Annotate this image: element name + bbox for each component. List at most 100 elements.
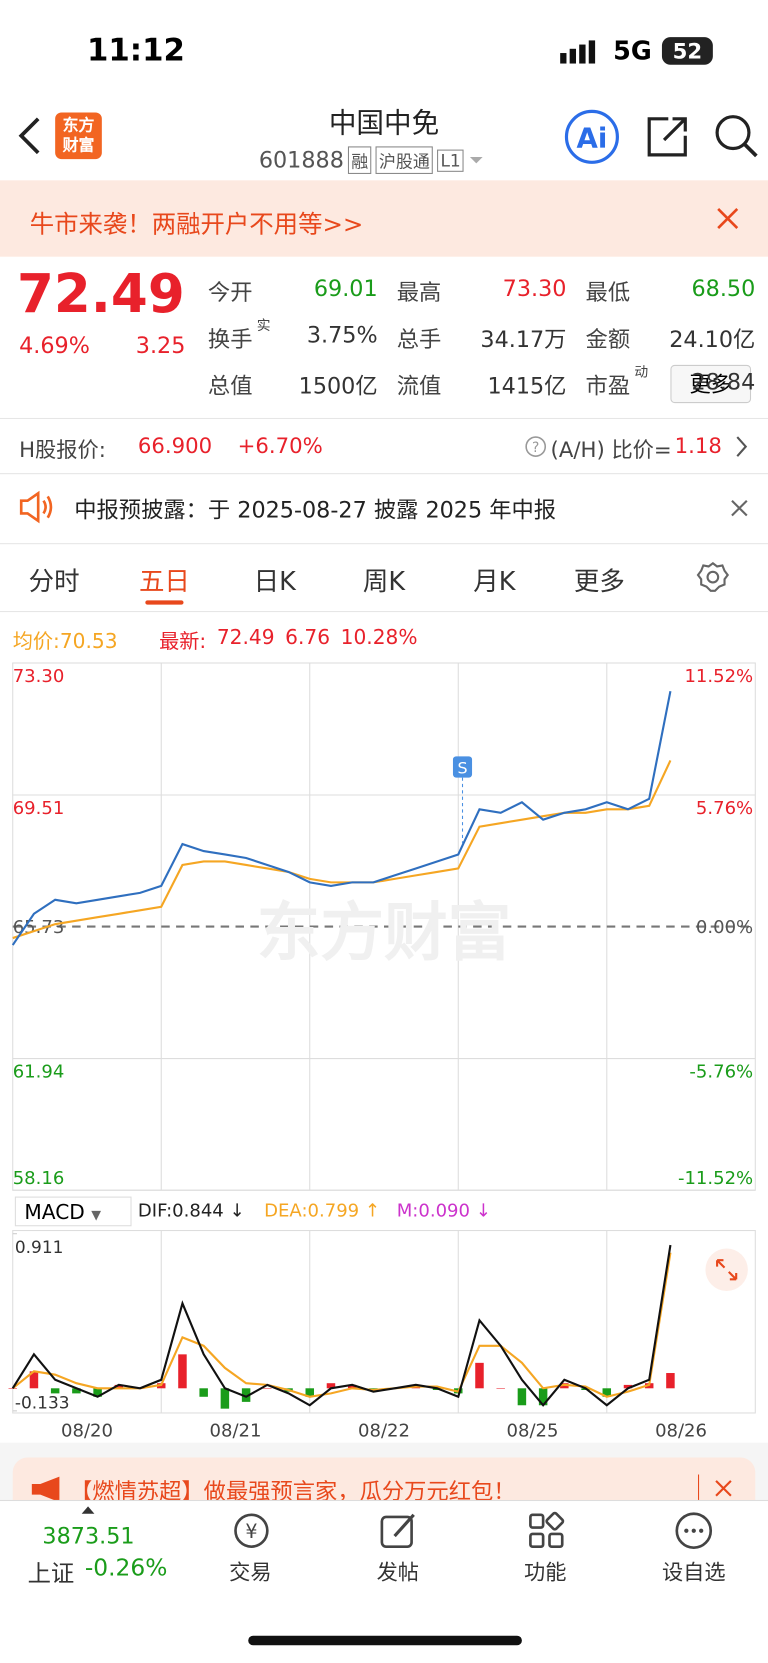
dropdown-icon[interactable] bbox=[468, 155, 485, 166]
macd-bar bbox=[50, 1388, 60, 1394]
y-tick-label: 65.73 bbox=[13, 917, 65, 938]
index-pct: -0.26% bbox=[84, 1555, 168, 1582]
macd-bar bbox=[241, 1388, 251, 1402]
indicator-select[interactable]: MACD ▼ bbox=[14, 1196, 132, 1227]
field-sup: 动 bbox=[634, 364, 649, 381]
field-value: 34.17万 bbox=[480, 326, 567, 353]
nav-label[interactable]: 发帖 bbox=[376, 1559, 420, 1585]
dea-label: DEA:0.799 ↑ bbox=[264, 1200, 380, 1223]
expand-button[interactable] bbox=[704, 1248, 749, 1293]
divider bbox=[698, 1474, 700, 1503]
latest: 72.49 bbox=[216, 625, 275, 650]
macd-bar bbox=[72, 1388, 81, 1394]
ah-label: (A/H) 比价= bbox=[550, 437, 672, 463]
time: 11:12 bbox=[86, 31, 185, 68]
help-icon[interactable]: ? bbox=[524, 435, 547, 458]
macd-bar bbox=[347, 1384, 357, 1389]
y-right-label: 0.00% bbox=[696, 917, 753, 938]
nav-label[interactable]: 设自选 bbox=[661, 1559, 726, 1585]
macd-bar bbox=[114, 1384, 124, 1389]
avg-label: 均价: bbox=[12, 630, 60, 654]
close-button[interactable] bbox=[730, 499, 749, 518]
macd-bar bbox=[93, 1388, 102, 1397]
macd-bar bbox=[496, 1388, 505, 1389]
macd-bar bbox=[475, 1362, 484, 1389]
tab[interactable]: 月K bbox=[473, 566, 516, 597]
pct: 4.69% bbox=[19, 333, 90, 359]
banner[interactable] bbox=[0, 180, 768, 257]
up-icon bbox=[81, 1506, 95, 1514]
tab[interactable]: 周K bbox=[362, 566, 406, 597]
tab-underline bbox=[145, 600, 184, 605]
y-right-label: -11.52% bbox=[678, 1168, 753, 1189]
macd-line bbox=[12, 1252, 672, 1398]
field-label: 金额 bbox=[585, 326, 631, 353]
x-tick-label: 08/26 bbox=[655, 1420, 707, 1441]
nav-label[interactable]: 功能 bbox=[524, 1559, 567, 1585]
price: 72.49 bbox=[16, 263, 185, 325]
macd-bar bbox=[8, 1388, 17, 1389]
more-button[interactable]: 更多 bbox=[670, 364, 752, 404]
tab[interactable]: 日K bbox=[253, 566, 296, 597]
settings-icon[interactable] bbox=[696, 560, 730, 594]
macd-bar bbox=[29, 1371, 39, 1389]
divider bbox=[0, 473, 768, 475]
macd-bar bbox=[666, 1373, 675, 1389]
notice[interactable]: 中报预披露：于 2025-08-27 披露 2025 年中报 bbox=[74, 497, 557, 523]
banner-text[interactable]: 牛市来袭！两融开户不用等>> bbox=[29, 211, 364, 239]
field-label: 最低 bbox=[585, 280, 631, 306]
tag: 沪股通 bbox=[375, 146, 434, 174]
close-button[interactable] bbox=[716, 207, 739, 230]
tag: L1 bbox=[437, 149, 464, 172]
macd-bar bbox=[305, 1388, 314, 1397]
series-line bbox=[11, 691, 672, 946]
ah-ratio: 1.18 bbox=[674, 432, 722, 459]
close-button[interactable] bbox=[714, 1479, 733, 1498]
y-tick-label: 61.94 bbox=[13, 1062, 65, 1083]
index-value: 3873.51 bbox=[42, 1523, 135, 1549]
marker-box bbox=[452, 756, 473, 778]
post-icon[interactable] bbox=[378, 1511, 420, 1551]
share-button[interactable] bbox=[645, 112, 692, 159]
field-label: 最高 bbox=[396, 280, 442, 306]
h-label: H股报价: bbox=[19, 437, 106, 463]
tab[interactable]: 更多 bbox=[573, 566, 625, 597]
plot-frame bbox=[12, 1229, 756, 1414]
watchlist-icon[interactable] bbox=[673, 1511, 715, 1551]
logo[interactable]: 东方财富 bbox=[55, 112, 102, 160]
back-button[interactable] bbox=[17, 117, 42, 155]
function-icon[interactable] bbox=[526, 1511, 568, 1551]
macd-bar bbox=[263, 1388, 272, 1389]
field-label: 总手 bbox=[396, 326, 442, 353]
x-tick-label: 08/22 bbox=[358, 1420, 410, 1441]
y-right-label: 11.52% bbox=[684, 666, 753, 687]
tab[interactable]: 五日 bbox=[138, 566, 190, 597]
x-tick-label: 08/20 bbox=[61, 1420, 113, 1441]
change: 3.25 bbox=[135, 333, 186, 359]
ad-text[interactable]: 【燃情苏超】做最强预言家，瓜分万元红包！ bbox=[70, 1478, 516, 1505]
divider bbox=[0, 543, 768, 545]
h-pct: +6.70% bbox=[237, 432, 323, 459]
search-button[interactable] bbox=[713, 112, 760, 159]
tab[interactable]: 分时 bbox=[28, 566, 80, 597]
arrow[interactable] bbox=[734, 435, 749, 458]
field-value: 28.84 bbox=[691, 369, 756, 395]
y-tick-label: 58.16 bbox=[13, 1168, 65, 1189]
trade-icon[interactable]: ¥ bbox=[229, 1511, 274, 1551]
home-indicator bbox=[248, 1635, 522, 1646]
field-value: 24.10亿 bbox=[669, 326, 756, 353]
ai-button[interactable]: Ai bbox=[562, 108, 621, 165]
macd-bar bbox=[178, 1354, 187, 1389]
svg-text:¥: ¥ bbox=[245, 1520, 257, 1543]
macd-bar bbox=[220, 1388, 230, 1409]
field-value: 1500亿 bbox=[298, 373, 378, 399]
y-tick-label: -0.133 bbox=[15, 1394, 70, 1414]
nav-label[interactable]: 交易 bbox=[229, 1559, 272, 1585]
x-tick-label: 08/25 bbox=[507, 1420, 559, 1441]
macd-bar bbox=[199, 1388, 208, 1397]
latest-row: 最新: 72.49 6.76 10.28% bbox=[159, 626, 417, 655]
field-value: 69.01 bbox=[313, 275, 378, 302]
y-tick-label: 0.911 bbox=[15, 1238, 64, 1258]
field-value: 1415亿 bbox=[487, 373, 567, 399]
